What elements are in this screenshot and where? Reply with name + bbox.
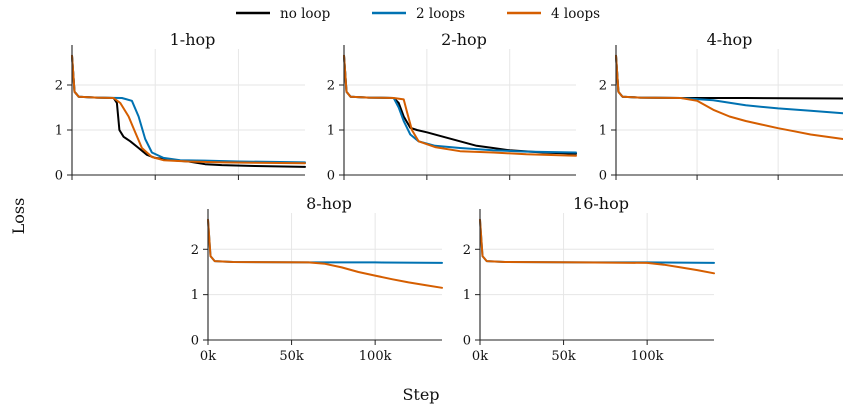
- x-tick-label: 0k: [200, 349, 216, 364]
- series-line-2-loops: [71, 54, 306, 164]
- series-line-2-loops: [343, 54, 577, 154]
- series-line-no-loop: [615, 54, 843, 100]
- x-tick-label: 50k: [279, 349, 304, 364]
- series-line-4-loops: [615, 54, 843, 140]
- panel-title: 1-hop: [170, 30, 216, 49]
- series-line-no-loop: [71, 54, 306, 168]
- y-tick-label: 0: [599, 169, 607, 184]
- legend-label-no-loop: no loop: [280, 6, 330, 22]
- panel-1-hop: 0 1 2 1-hop: [55, 30, 306, 184]
- series-line-2-loops: [479, 218, 715, 264]
- y-axis-title: Loss: [9, 198, 28, 235]
- y-tick-label: 0: [191, 334, 199, 349]
- y-tick-label: 1: [599, 124, 607, 139]
- x-tick-label: 100k: [631, 349, 664, 364]
- y-tick-label: 2: [327, 79, 335, 94]
- panel-16-hop: 0 1 2 0k 50k 100k 16-hop: [463, 194, 715, 364]
- series-line-4-loops: [479, 218, 715, 275]
- y-tick-label: 2: [463, 243, 471, 258]
- panel-4-hop: 0 1 2 4-hop: [599, 30, 843, 184]
- legend-label-2-loops: 2 loops: [416, 6, 465, 22]
- legend-label-4-loops: 4 loops: [551, 6, 600, 22]
- x-tick-label: 0k: [472, 349, 488, 364]
- y-tick-label: 1: [463, 288, 471, 303]
- panel-title: 8-hop: [306, 194, 352, 213]
- x-tick-label: 100k: [359, 349, 392, 364]
- series-line-2-loops: [207, 218, 443, 264]
- legend: no loop 2 loops 4 loops: [236, 6, 600, 22]
- x-axis-title: Step: [402, 385, 439, 404]
- y-tick-label: 2: [599, 79, 607, 94]
- panel-title: 4-hop: [707, 30, 753, 49]
- y-tick-label: 0: [327, 169, 335, 184]
- y-tick-label: 0: [55, 169, 63, 184]
- panel-title: 16-hop: [573, 194, 629, 213]
- series-line-4-loops: [343, 54, 577, 157]
- panel-2-hop: 0 1 2 2-hop: [327, 30, 577, 184]
- series-line-4-loops: [207, 218, 443, 289]
- y-tick-label: 1: [191, 288, 199, 303]
- panel-title: 2-hop: [441, 30, 487, 49]
- panel-8-hop: 0 1 2 0k 50k 100k 8-hop: [191, 194, 443, 364]
- series-line-no-loop: [343, 54, 577, 155]
- y-tick-label: 1: [327, 124, 335, 139]
- y-tick-label: 2: [55, 79, 63, 94]
- y-tick-label: 1: [55, 124, 63, 139]
- series-line-4-loops: [71, 54, 306, 165]
- y-tick-label: 2: [191, 243, 199, 258]
- x-tick-label: 50k: [551, 349, 576, 364]
- y-tick-label: 0: [463, 334, 471, 349]
